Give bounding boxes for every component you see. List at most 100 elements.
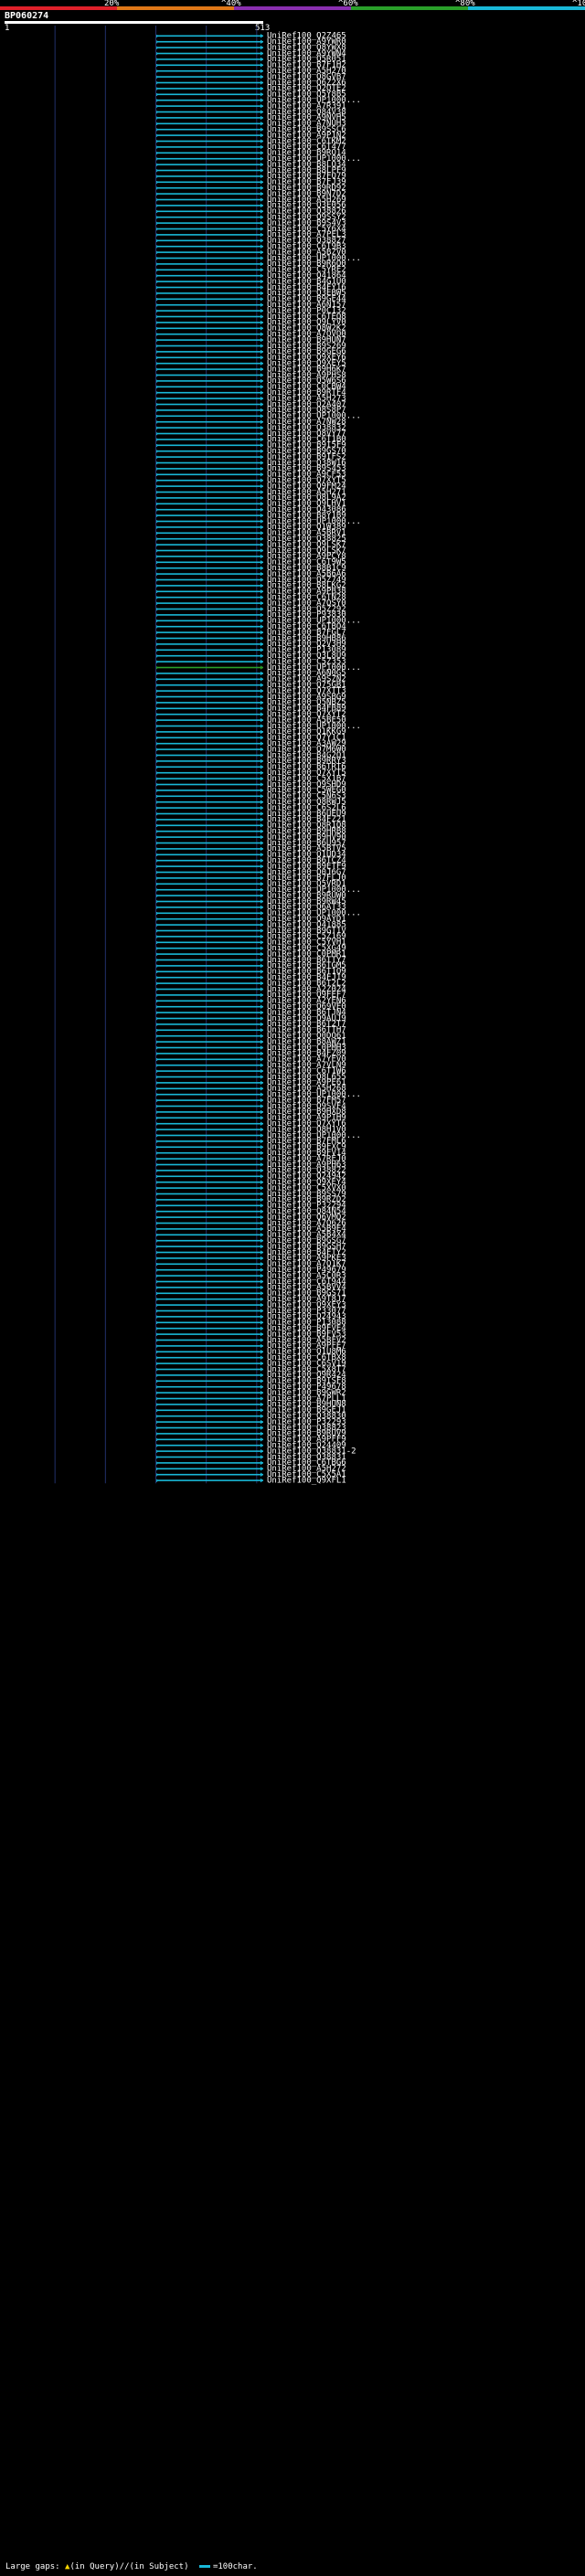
hit-bar[interactable]	[156, 637, 263, 640]
hit-name-label[interactable]: UniRef100_C5X8T7	[267, 1365, 346, 1374]
hit-name-label[interactable]: UniRef100_Q2A407	[267, 400, 346, 409]
hit-name-label[interactable]: UniRef100_B9FVE4	[267, 1324, 346, 1333]
hit-bar[interactable]	[156, 368, 263, 370]
hit-name-label[interactable]: UniRef100_Q8VY77	[267, 429, 346, 439]
hit-bar[interactable]	[156, 1210, 263, 1213]
hit-bar[interactable]	[156, 152, 263, 154]
hit-bar[interactable]	[156, 654, 263, 657]
hit-bar[interactable]	[156, 76, 263, 78]
hit-bar[interactable]	[156, 1456, 263, 1458]
hit-bar[interactable]	[156, 1234, 263, 1236]
hit-name-label[interactable]: UniRef100_B6T1Q9	[267, 968, 346, 977]
hit-name-label[interactable]: UniRef100_A7YEV0	[267, 1055, 346, 1065]
hit-bar[interactable]	[156, 1058, 263, 1061]
hit-bar[interactable]	[156, 549, 263, 552]
hit-name-label[interactable]: UniRef100_UP1000...	[267, 617, 361, 626]
hit-name-label[interactable]: UniRef100_A9SZN2	[267, 675, 346, 684]
hit-bar[interactable]	[156, 514, 263, 516]
hit-name-label[interactable]: UniRef100_A7Q626	[267, 1219, 346, 1228]
hit-bar[interactable]	[156, 146, 263, 148]
hit-name-label[interactable]: UniRef100_Q0J6G7	[267, 868, 346, 877]
hit-bar[interactable]	[156, 585, 263, 587]
hit-name-label[interactable]: UniRef100_A5B4X4	[267, 1231, 346, 1240]
hit-name-label[interactable]: UniRef100_Q84V38	[267, 108, 346, 117]
hit-bar[interactable]	[156, 1462, 263, 1464]
hit-name-label[interactable]: UniRef100_Q2Z465	[267, 32, 346, 41]
hit-name-label[interactable]: UniRef100_A5B9E4	[267, 1224, 346, 1234]
hit-bar[interactable]	[156, 351, 263, 353]
hit-name-label[interactable]: UniRef100_B9HRB8	[267, 827, 346, 836]
hit-name-label[interactable]: UniRef100_A2YEN6	[267, 997, 346, 1006]
hit-bar[interactable]	[156, 186, 263, 189]
hit-bar[interactable]	[156, 274, 263, 277]
hit-bar[interactable]	[156, 58, 263, 60]
hit-name-label[interactable]: UniRef100_Q38826	[267, 207, 346, 217]
hit-bar[interactable]	[156, 1385, 263, 1388]
hit-name-label[interactable]: UniRef100_B9RRY3	[267, 757, 346, 766]
hit-name-label[interactable]: UniRef100_B4FTY2	[267, 1248, 346, 1257]
hit-name-label[interactable]: UniRef100_A9YWN4	[267, 49, 346, 58]
hit-bar[interactable]	[156, 859, 263, 862]
hit-name-label[interactable]: UniRef100_C6TN28	[267, 593, 346, 602]
hit-bar[interactable]	[156, 1380, 263, 1383]
hit-bar[interactable]	[156, 819, 263, 821]
hit-name-label[interactable]: UniRef100_Q9XEY5	[267, 359, 346, 368]
hit-name-label[interactable]: UniRef100_B9GT1V	[267, 927, 346, 936]
hit-name-label[interactable]: UniRef100_B9ISF8	[267, 1377, 346, 1386]
hit-name-label[interactable]: UniRef100_B9RUV9	[267, 1429, 346, 1438]
hit-name-label[interactable]: UniRef100_A9PH63	[267, 1161, 346, 1170]
hit-name-label[interactable]: UniRef100_B7FJ39	[267, 178, 346, 187]
hit-bar[interactable]	[156, 1012, 263, 1013]
hit-bar[interactable]	[156, 497, 263, 499]
hit-name-label[interactable]: UniRef100_Q8YWX8	[267, 43, 346, 52]
hit-name-label[interactable]: UniRef100_P32293	[267, 1417, 346, 1426]
hit-name-label[interactable]: UniRef100_Q5W6S6	[267, 376, 346, 386]
hit-name-label[interactable]: UniRef100_B9IFS2	[267, 452, 346, 461]
hit-bar[interactable]	[156, 596, 263, 599]
hit-bar[interactable]	[156, 1421, 263, 1423]
hit-bar[interactable]	[156, 1117, 263, 1119]
hit-bar[interactable]	[156, 649, 263, 652]
hit-bar[interactable]	[156, 1193, 263, 1195]
hit-bar[interactable]	[156, 1005, 263, 1008]
hit-bar[interactable]	[156, 1093, 263, 1096]
hit-name-label[interactable]: UniRef100_Q9LYV0	[267, 318, 346, 327]
hit-name-label[interactable]: UniRef100_Q5NBZ5	[267, 698, 346, 707]
hit-name-label[interactable]: UniRef100_B7FGL7	[267, 628, 346, 637]
hit-bar[interactable]	[156, 1409, 263, 1412]
hit-name-label[interactable]: UniRef100_B8AWZ1	[267, 1037, 346, 1046]
hit-name-label[interactable]: UniRef100_B7FQ79	[267, 172, 346, 181]
hit-bar[interactable]	[156, 970, 263, 973]
hit-bar[interactable]	[156, 1392, 263, 1394]
hit-bar[interactable]	[156, 333, 263, 335]
hit-name-label[interactable]: UniRef100_B9GSG7	[267, 1236, 346, 1246]
hit-name-label[interactable]: UniRef100_B9GWR2	[267, 1388, 346, 1397]
hit-bar[interactable]	[156, 1170, 263, 1171]
hit-name-label[interactable]: UniRef100_B9N7D2	[267, 189, 346, 198]
hit-bar[interactable]	[156, 1158, 263, 1160]
hit-name-label[interactable]: UniRef100_B9RUW0	[267, 891, 346, 900]
hit-name-label[interactable]: UniRef100_P33077	[267, 1307, 346, 1316]
hit-bar[interactable]	[156, 760, 263, 762]
hit-name-label[interactable]: UniRef100_B6U957	[267, 839, 346, 848]
hit-name-label[interactable]: UniRef100_Q5R051	[267, 55, 346, 64]
hit-bar[interactable]	[156, 479, 263, 482]
hit-bar[interactable]	[156, 1251, 263, 1254]
hit-name-label[interactable]: UniRef100_Q9XEY3	[267, 1300, 346, 1309]
hit-name-label[interactable]: UniRef100_B6UEU9	[267, 810, 346, 819]
hit-name-label[interactable]: UniRef100_Q5VRD1	[267, 880, 346, 889]
hit-name-label[interactable]: UniRef100_Q9AYD1	[267, 915, 346, 924]
hit-name-label[interactable]: UniRef100_Q5Z749	[267, 576, 346, 585]
hit-name-label[interactable]: UniRef100_A7PLL1	[267, 1394, 346, 1404]
hit-bar[interactable]	[156, 1268, 263, 1271]
hit-bar[interactable]	[156, 888, 263, 891]
hit-bar[interactable]	[156, 707, 263, 710]
hit-name-label[interactable]: UniRef100_A9SBG9	[267, 693, 346, 702]
hit-bar[interactable]	[156, 994, 263, 996]
hit-bar[interactable]	[156, 929, 263, 932]
hit-bar[interactable]	[156, 625, 263, 628]
hit-name-label[interactable]: UniRef100_B9GSH7	[267, 1242, 346, 1251]
hit-name-label[interactable]: UniRef100_B9S269	[267, 342, 346, 351]
hit-bar[interactable]	[156, 1046, 263, 1049]
hit-bar[interactable]	[156, 1263, 263, 1266]
